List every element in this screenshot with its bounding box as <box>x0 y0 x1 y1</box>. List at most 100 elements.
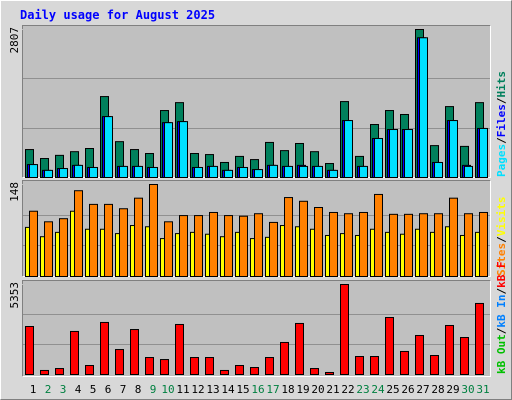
x-tick-label: 11 <box>176 383 189 396</box>
x-tick-label: 31 <box>476 383 489 396</box>
bar <box>29 210 38 278</box>
x-tick-label: 20 <box>311 383 324 396</box>
bar <box>344 213 353 277</box>
bar <box>325 371 334 376</box>
bar <box>209 165 218 178</box>
bar <box>269 164 278 178</box>
x-tick-label: 22 <box>341 383 354 396</box>
bar <box>385 317 394 376</box>
bar <box>115 349 124 375</box>
x-tick-label: 16 <box>251 383 264 396</box>
x-tick-label: 12 <box>191 383 204 396</box>
bar <box>190 357 199 375</box>
legend-entry: Files <box>495 104 508 137</box>
legend-entry: kB Out <box>495 334 508 374</box>
bar <box>179 215 188 278</box>
bar <box>149 184 158 277</box>
bar <box>355 356 364 376</box>
bar <box>40 369 49 375</box>
bar <box>104 203 113 277</box>
x-tick-label: 29 <box>446 383 459 396</box>
bar <box>374 193 383 278</box>
bar <box>239 215 248 277</box>
bar <box>460 337 469 375</box>
y-tick-label: 2807 <box>8 27 21 54</box>
legend-entry: Pages <box>495 144 508 177</box>
bar <box>314 207 323 277</box>
bar <box>119 208 128 277</box>
bar <box>479 211 488 277</box>
x-tick-label: 30 <box>461 383 474 396</box>
panel-edge-light <box>22 280 491 377</box>
bar <box>119 165 128 178</box>
bar <box>329 169 338 178</box>
bar <box>419 213 428 277</box>
legend-separator: / <box>495 327 508 334</box>
x-tick-label: 21 <box>326 383 339 396</box>
legend: kB Out/kB In/kB F <box>495 261 508 374</box>
bar <box>194 215 203 278</box>
bar <box>89 166 98 179</box>
bar <box>434 161 443 179</box>
bar <box>295 322 304 375</box>
bar <box>59 168 68 179</box>
bar <box>164 221 173 278</box>
legend-separator: / <box>495 97 508 104</box>
legend-entry: Sites <box>495 243 508 276</box>
x-tick-label: 13 <box>206 383 219 396</box>
bar <box>464 213 473 277</box>
bar <box>194 166 203 179</box>
bar <box>449 120 458 178</box>
bar <box>370 356 379 376</box>
legend-separator: / <box>495 236 508 243</box>
x-tick-label: 1 <box>30 383 37 396</box>
x-tick-label: 23 <box>356 383 369 396</box>
bar <box>404 213 413 278</box>
bar <box>299 200 308 277</box>
bar <box>100 321 109 375</box>
legend: Sites/Visits <box>495 197 508 277</box>
y-tick-label: 5353 <box>8 282 21 309</box>
bar <box>89 203 98 277</box>
x-tick-label: 15 <box>236 383 249 396</box>
bar <box>239 166 248 179</box>
bar <box>250 367 259 376</box>
x-tick-label: 4 <box>75 383 82 396</box>
bar <box>284 197 293 277</box>
bar <box>374 137 383 179</box>
legend-entry: Visits <box>495 197 508 237</box>
bar <box>359 211 368 277</box>
bar <box>479 127 488 178</box>
bar <box>205 357 214 375</box>
bar <box>74 164 83 178</box>
bar <box>254 213 263 277</box>
x-tick-label: 18 <box>281 383 294 396</box>
bar <box>70 330 79 375</box>
bar <box>179 121 188 179</box>
bar <box>25 325 34 375</box>
bar <box>164 122 173 178</box>
bar <box>265 357 274 375</box>
bar <box>359 165 368 178</box>
bar <box>400 350 409 375</box>
bar <box>209 211 218 277</box>
x-tick-label: 10 <box>161 383 174 396</box>
bar <box>269 221 278 277</box>
bar <box>145 357 154 375</box>
bar <box>464 165 473 178</box>
bar <box>220 369 229 375</box>
bar <box>224 169 233 178</box>
bar <box>475 302 484 375</box>
bar <box>160 359 169 376</box>
bar <box>419 37 428 178</box>
bar <box>329 211 338 277</box>
x-tick-label: 19 <box>296 383 309 396</box>
legend-separator: / <box>495 288 508 295</box>
legend-separator: / <box>495 137 508 144</box>
bar <box>235 365 244 375</box>
legend-entry: kB F <box>495 261 508 288</box>
chart-title: Daily usage for August 2025 <box>20 8 215 22</box>
x-tick-label: 25 <box>386 383 399 396</box>
